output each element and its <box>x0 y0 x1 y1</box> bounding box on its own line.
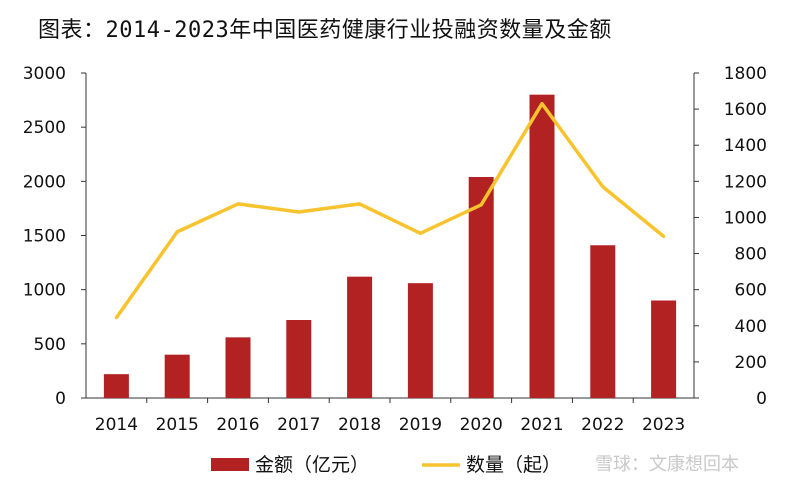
watermark-text: 雪球：文康想回本 <box>595 454 739 475</box>
bar <box>103 374 129 398</box>
bar <box>225 337 251 398</box>
line-point <box>297 210 301 214</box>
bar <box>590 245 616 398</box>
tick-labels: 0 500 1000 1500 2000 2500 3000 0 200 400 600 800 100… <box>23 64 767 435</box>
line-series <box>114 101 666 320</box>
y-left-tick-label: 500 <box>34 335 66 355</box>
line-point <box>236 202 240 206</box>
legend-label-line: 数量（起） <box>466 454 561 476</box>
bar <box>347 276 373 398</box>
y-right-tick-label: 1800 <box>724 64 767 84</box>
x-tick-label: 2023 <box>642 415 685 435</box>
y-left-tick-label: 3000 <box>23 64 66 84</box>
y-right-tick-label: 0 <box>756 389 767 409</box>
count-line <box>114 101 665 319</box>
y-right-tick-label: 1600 <box>724 100 767 120</box>
legend-label-bar: 金额（亿元） <box>255 454 369 476</box>
y-right-tick-label: 800 <box>735 245 767 265</box>
legend-swatch-bar <box>211 458 249 471</box>
line-point <box>540 102 544 106</box>
x-tick-label: 2014 <box>95 415 138 435</box>
x-tick-label: 2015 <box>156 415 199 435</box>
x-tick-label: 2018 <box>338 415 381 435</box>
y-right-tick-label: 400 <box>735 317 767 337</box>
x-tick-label: 2016 <box>216 415 259 435</box>
bar <box>164 354 190 398</box>
x-tick-label: 2017 <box>277 415 320 435</box>
bar <box>286 320 312 398</box>
y-right-tick-label: 1400 <box>724 136 767 156</box>
bar <box>529 94 555 399</box>
line-point <box>358 202 362 206</box>
line-point <box>662 234 666 239</box>
bar <box>468 177 494 398</box>
bar <box>407 283 433 398</box>
line-point <box>479 203 483 207</box>
y-right-tick-label: 1200 <box>724 172 767 192</box>
y-left-tick-label: 2000 <box>23 172 66 192</box>
line-point <box>418 231 422 235</box>
x-tick-label: 2020 <box>460 415 503 435</box>
bar <box>651 300 677 398</box>
y-right-tick-label: 200 <box>735 353 767 373</box>
y-left-tick-label: 0 <box>55 389 66 409</box>
line-point <box>601 185 605 189</box>
chart-title: 图表：2014-2023年中国医药健康行业投融资数量及金额 <box>38 18 612 43</box>
x-tick-label: 2021 <box>520 415 563 435</box>
x-tick-label: 2019 <box>399 415 442 435</box>
legend: 金额（亿元） 数量（起） <box>211 454 561 476</box>
line-point <box>175 230 179 234</box>
y-left-tick-label: 1000 <box>23 281 66 301</box>
y-right-tick-label: 1000 <box>724 208 767 228</box>
x-tick-label: 2022 <box>581 415 624 435</box>
line-point <box>114 316 118 320</box>
y-left-tick-label: 1500 <box>23 227 66 247</box>
y-right-tick-label: 600 <box>735 281 767 301</box>
y-left-tick-label: 2500 <box>23 118 66 138</box>
bar-series <box>103 94 677 399</box>
watermark: 雪球：文康想回本 <box>595 454 739 475</box>
